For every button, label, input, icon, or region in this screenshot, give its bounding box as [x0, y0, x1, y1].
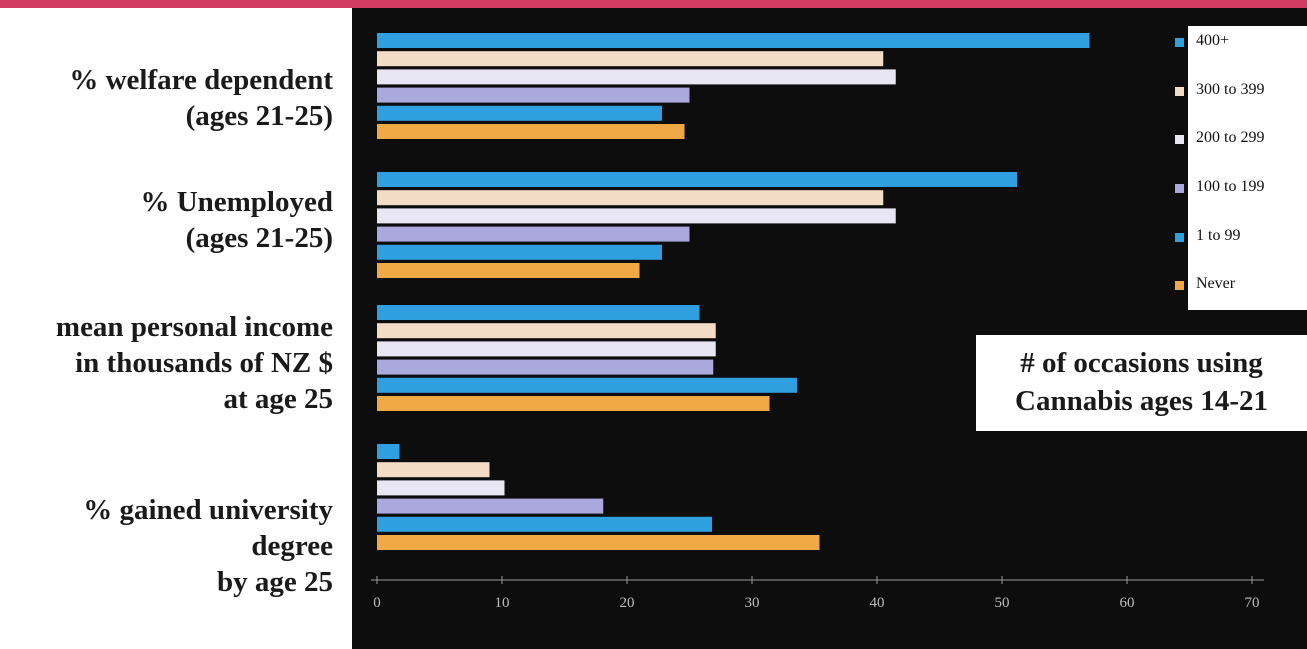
legend-label: 300 to 399 [1196, 81, 1265, 98]
legend-item: 100 to 199 [1175, 172, 1307, 212]
bar [377, 323, 716, 339]
x-tick-label: 30 [745, 595, 760, 611]
category-labels: % welfare dependent (ages 21-25) % Unemp… [0, 0, 345, 649]
category-label-line: (ages 21-25) [185, 222, 333, 254]
bar [377, 396, 770, 411]
legend-label: 1 to 99 [1196, 227, 1241, 244]
bar [377, 377, 797, 393]
category-label-line: % welfare dependent [69, 64, 333, 96]
bar [377, 105, 662, 121]
bar [377, 226, 690, 242]
legend-swatch [1175, 135, 1184, 144]
x-tick-label: 40 [870, 595, 885, 611]
bar [377, 172, 1017, 187]
legend-item: 200 to 299 [1175, 123, 1307, 163]
category-label-line: mean personal income [55, 311, 333, 343]
legend-item: 300 to 399 [1175, 75, 1307, 115]
header-band [0, 0, 1307, 8]
category-label-income: mean personal income in thousands of NZ … [0, 309, 333, 417]
category-label-line: by age 25 [217, 566, 333, 598]
bar [377, 33, 1090, 48]
annotation-box: # of occasions using Cannabis ages 14-21 [976, 335, 1307, 431]
bar [377, 208, 896, 224]
bar [377, 498, 604, 514]
x-tick-label: 50 [995, 595, 1010, 611]
bar [377, 190, 884, 206]
legend-swatch [1175, 87, 1184, 96]
bar [377, 124, 685, 139]
bar [377, 480, 505, 496]
plot-area: 0 10 20 30 40 50 60 70 [352, 8, 1307, 649]
bar [377, 51, 884, 67]
annotation-line: Cannabis ages 14-21 [1015, 385, 1268, 417]
annotation-line: # of occasions using [1020, 347, 1263, 379]
legend-label: Never [1196, 275, 1236, 292]
bar [377, 462, 490, 478]
x-tick-label: 10 [495, 595, 510, 611]
legend-item: 1 to 99 [1175, 221, 1307, 261]
category-label-line: degree [251, 530, 333, 562]
legend-swatch [1175, 233, 1184, 242]
bar [377, 516, 712, 532]
legend-label: 100 to 199 [1196, 178, 1265, 195]
bar [377, 69, 896, 85]
category-label-line: % gained university [83, 494, 333, 526]
legend-item: 400+ [1175, 26, 1307, 66]
legend-swatch [1175, 281, 1184, 290]
x-tick-label: 70 [1245, 595, 1260, 611]
bar [377, 87, 690, 103]
legend-label: 200 to 299 [1196, 129, 1265, 146]
bar [377, 341, 716, 357]
category-label-welfare: % welfare dependent (ages 21-25) [0, 62, 333, 134]
category-label-university: % gained university degree by age 25 [0, 492, 333, 600]
bar [377, 305, 700, 320]
legend: 400+ 300 to 399 200 to 299 100 to 199 1 … [1175, 26, 1307, 310]
category-label-unemployed: % Unemployed (ages 21-25) [0, 184, 333, 256]
bar [377, 359, 714, 375]
x-tick-label: 0 [373, 595, 381, 611]
bar-chart: 0 10 20 30 40 50 60 70 [371, 33, 1264, 611]
category-label-line: in thousands of NZ $ [75, 347, 333, 379]
legend-swatch [1175, 184, 1184, 193]
x-tick-label: 20 [620, 595, 635, 611]
category-label-line: (ages 21-25) [185, 100, 333, 132]
bar [377, 535, 820, 550]
bar [377, 263, 640, 278]
legend-item: Never [1175, 269, 1307, 309]
category-label-line: % Unemployed [140, 186, 333, 218]
bar [377, 244, 662, 260]
bar [377, 444, 400, 459]
category-label-line: at age 25 [223, 383, 333, 415]
x-tick-label: 60 [1120, 595, 1135, 611]
legend-label: 400+ [1196, 32, 1230, 49]
legend-swatch [1175, 38, 1184, 47]
